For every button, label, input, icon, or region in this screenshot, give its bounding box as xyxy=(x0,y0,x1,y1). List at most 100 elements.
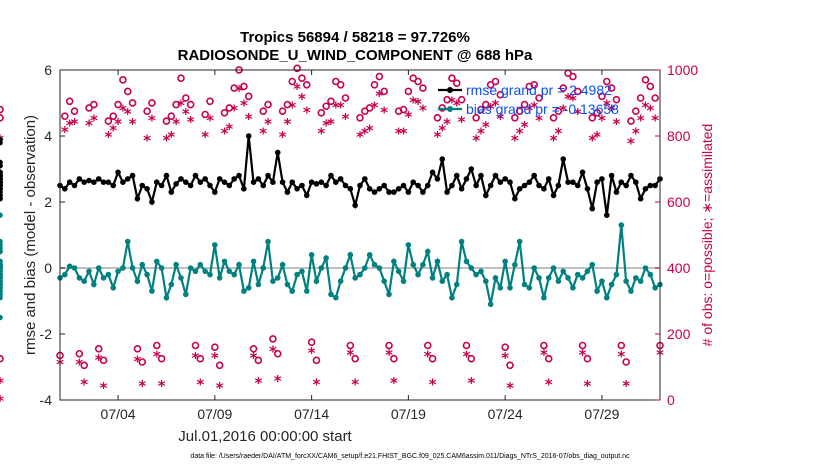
obs-assimilated-point: * xyxy=(264,115,272,133)
obs-assimilated-point: * xyxy=(588,131,596,149)
bias-point xyxy=(187,265,194,271)
obs-assimilated-point: * xyxy=(467,374,475,392)
bias-point xyxy=(594,288,600,294)
obs-assimilated-point: * xyxy=(346,346,354,364)
rmse-point xyxy=(637,195,644,202)
y-tick-label-right: 400 xyxy=(667,260,691,276)
bias-point xyxy=(115,268,121,275)
rmse-point xyxy=(386,189,392,195)
obs-possible-point xyxy=(515,107,524,115)
obs-assimilated-point: * xyxy=(342,110,350,128)
obs-possible-point xyxy=(554,107,563,115)
obs-assimilated-point: * xyxy=(458,113,466,131)
obs-possible-point xyxy=(390,354,398,363)
obs-assimilated-point: * xyxy=(351,376,359,394)
bias-point xyxy=(347,252,354,258)
obs-assimilated-point: * xyxy=(158,377,166,395)
rmse-point xyxy=(497,179,504,185)
obs-possible-point xyxy=(467,354,476,363)
obs-assimilated-point: * xyxy=(501,349,509,367)
obs-assimilated-point: * xyxy=(240,97,248,115)
bias-point xyxy=(473,271,479,278)
rmse-point xyxy=(173,181,179,187)
obs-assimilated-point: * xyxy=(317,125,325,143)
rmse-point xyxy=(541,186,547,192)
obs-possible-point xyxy=(230,84,238,92)
obs-assimilated-point: * xyxy=(104,128,112,146)
rmse-point xyxy=(526,179,533,185)
rmse-point xyxy=(584,186,591,192)
obs-possible-point xyxy=(138,358,147,366)
obs-assimilated-point: * xyxy=(424,347,432,365)
obs-assimilated-point: * xyxy=(192,349,200,367)
rmse-point xyxy=(599,176,605,182)
obs-possible-point xyxy=(351,354,359,363)
bias-point xyxy=(478,268,484,275)
obs-assimilated-point: * xyxy=(642,98,650,116)
rmse-point xyxy=(633,179,639,185)
obs-assimilated-point: * xyxy=(438,121,446,139)
bias-point xyxy=(139,261,146,268)
obs-possible-point xyxy=(433,114,442,122)
bias-point xyxy=(129,265,136,271)
bias-point xyxy=(565,275,571,281)
bias-point xyxy=(95,265,102,271)
bias-point xyxy=(0,242,3,248)
y-tick-label-left: 2 xyxy=(44,194,52,210)
obs-possible-point xyxy=(249,344,258,353)
obs-possible-point xyxy=(636,94,645,102)
bias-point xyxy=(463,258,470,265)
rmse-point xyxy=(216,176,223,182)
obs-possible-point xyxy=(375,72,384,81)
rmse-point xyxy=(62,186,68,192)
bias-point xyxy=(545,275,552,281)
legend-label: rmse grand pr = 2.4982 xyxy=(466,82,612,98)
obs-possible-point xyxy=(419,84,427,92)
bias-point xyxy=(323,255,329,261)
rmse-point xyxy=(202,176,208,182)
rmse-point xyxy=(183,179,189,185)
rmse-point xyxy=(105,179,112,185)
y-tick-label-left: -4 xyxy=(40,392,53,408)
obs-assimilated-point: * xyxy=(608,102,616,120)
bias-point xyxy=(216,275,223,281)
y-tick-label-left: 6 xyxy=(44,62,52,78)
obs-assimilated-point: * xyxy=(530,98,538,116)
obs-possible-point xyxy=(496,90,505,99)
obs-assimilated-point: * xyxy=(569,92,577,110)
obs-possible-point xyxy=(75,349,84,358)
obs-possible-point xyxy=(288,77,297,86)
obs-possible-point xyxy=(365,104,374,112)
x-tick-label: 07/29 xyxy=(584,406,619,422)
obs-assimilated-point: * xyxy=(235,82,243,100)
rmse-point xyxy=(134,195,141,202)
obs-possible-point xyxy=(491,77,500,86)
obs-possible-point xyxy=(0,114,4,122)
rmse-point xyxy=(149,199,155,205)
obs-assimilated-point: * xyxy=(254,374,262,392)
bias-point xyxy=(192,268,199,275)
obs-assimilated-point: * xyxy=(574,105,582,123)
bias-point xyxy=(265,238,271,245)
bias-point xyxy=(652,285,658,291)
obs-assimilated-point: * xyxy=(433,128,441,146)
rmse-point xyxy=(299,182,305,189)
bias-point xyxy=(245,285,252,291)
obs-assimilated-point: * xyxy=(419,102,427,120)
obs-assimilated-point: * xyxy=(259,125,267,143)
obs-assimilated-point: * xyxy=(371,98,379,116)
rmse-point xyxy=(357,182,363,189)
obs-assimilated-point: * xyxy=(366,121,374,139)
rmse-point xyxy=(628,172,634,179)
obs-possible-point xyxy=(322,102,330,111)
obs-possible-point xyxy=(462,341,471,350)
obs-assimilated-point: * xyxy=(332,98,340,116)
rmse-point xyxy=(574,182,581,189)
rmse-point xyxy=(187,182,194,189)
obs-possible-point xyxy=(501,343,509,351)
obs-assimilated-point: * xyxy=(100,379,108,397)
obs-possible-point xyxy=(65,97,74,106)
bias-point xyxy=(100,275,107,281)
bias-point xyxy=(492,275,499,281)
rmse-point xyxy=(120,179,126,185)
